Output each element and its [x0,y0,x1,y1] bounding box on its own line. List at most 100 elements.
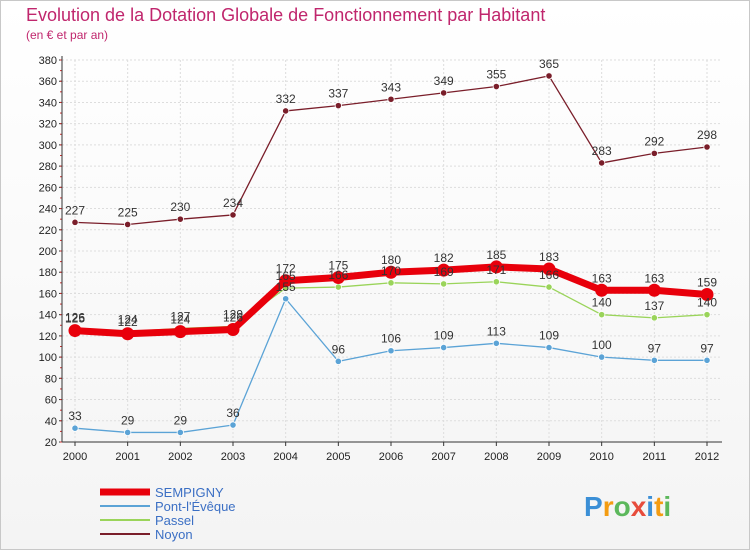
data-label: 124 [118,313,138,327]
logo-letter: r [603,491,614,522]
data-label: 159 [697,276,717,290]
data-point [598,311,606,319]
data-label: 355 [486,68,506,82]
y-tick-label: 140 [39,310,57,322]
y-tick-label: 40 [45,416,57,428]
data-point [387,347,395,355]
data-label: 140 [592,296,612,310]
data-label: 343 [381,80,401,94]
y-tick-label: 20 [45,437,57,449]
data-point [650,149,658,157]
legend-label: Noyon [155,527,193,542]
logo-letter: t [654,491,663,522]
y-tick-label: 200 [39,246,57,258]
y-tick-label: 80 [45,373,57,385]
data-label: 227 [65,203,85,217]
data-point [229,211,237,219]
y-tick-label: 160 [39,288,57,300]
logo-letter: x [631,491,647,522]
y-tick-label: 240 [39,204,57,216]
data-label: 100 [592,338,612,352]
data-label: 155 [276,280,296,294]
logo-letter: o [614,491,631,522]
data-point [440,89,448,97]
data-point [650,356,658,364]
data-label: 337 [328,87,348,101]
data-label: 29 [174,413,188,427]
data-label: 169 [434,265,454,279]
data-point [440,343,448,352]
chart-title: Evolution de la Dotation Globale de Fonc… [26,5,545,25]
data-label: 126 [65,311,85,325]
data-point [173,325,187,339]
data-label: 129 [223,307,243,321]
data-point [647,283,661,297]
data-point [229,421,237,429]
data-point [176,428,184,437]
data-point [492,82,500,91]
data-point [492,278,500,286]
x-tick-label: 2008 [484,451,508,463]
data-label: 122 [118,315,138,329]
data-label: 137 [644,299,664,313]
data-point [703,143,711,151]
data-label: 140 [697,296,717,310]
grid [62,59,722,443]
data-label: 125 [65,312,85,326]
data-label: 124 [170,313,190,327]
data-point [650,314,658,322]
data-label: 127 [170,309,190,323]
x-tick-label: 2003 [221,451,245,463]
data-label: 97 [700,341,714,355]
data-label: 163 [644,271,664,285]
chart-subtitle: (en € et par an) [26,28,108,42]
data-label: 349 [434,74,454,88]
data-label: 180 [381,253,401,267]
data-point [334,102,342,110]
data-label: 165 [276,269,296,283]
legend-label: Pont-l'Évêque [155,499,236,514]
data-point [542,262,556,276]
data-label: 166 [539,268,559,282]
data-label: 298 [697,128,717,142]
data-point [598,159,606,167]
logo-letter: i [646,491,654,522]
data-label: 33 [68,409,82,423]
data-point [226,323,240,337]
y-tick-label: 380 [39,55,57,67]
proxiti-logo: Proxiti [584,491,671,522]
series [68,72,714,437]
x-tick-label: 2007 [431,451,455,463]
x-tick-label: 2002 [168,451,192,463]
data-label: 171 [486,263,506,277]
data-labels: 227 225 230 234 332 337 343 349 355 365 283 292 298 3… [65,57,717,428]
logo-letter: i [663,491,671,522]
data-point [595,283,609,297]
x-tick-label: 2001 [115,451,139,463]
x-tick-label: 2009 [537,451,561,463]
y-tick-label: 120 [39,331,57,343]
series-noyon [71,72,711,229]
data-point [334,283,342,291]
x-tick-label: 2012 [695,451,719,463]
x-tick-label: 2011 [643,451,667,463]
data-label: 166 [328,268,348,282]
data-label: 182 [434,251,454,265]
data-label: 36 [226,406,240,420]
data-label: 109 [434,329,454,343]
x-tick-label: 2010 [589,451,613,463]
data-label: 126 [223,311,243,325]
data-label: 29 [121,413,135,427]
y-tick-label: 360 [39,76,57,88]
logo-letter: P [584,491,603,522]
data-point [440,280,448,288]
data-label: 106 [381,332,401,346]
data-point [71,218,79,226]
data-label: 283 [592,144,612,158]
data-point [68,324,82,338]
data-label: 183 [539,250,559,264]
y-tick-label: 300 [39,140,57,152]
data-label: 225 [118,205,138,219]
